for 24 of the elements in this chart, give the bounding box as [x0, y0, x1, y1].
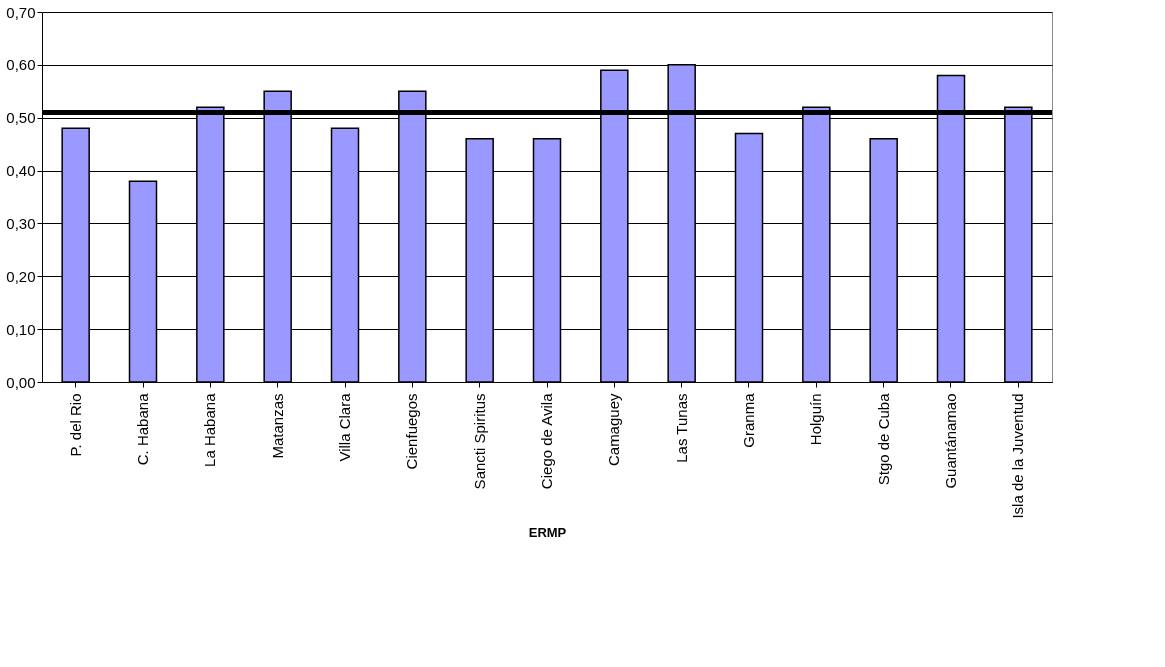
x-tick-label: Camaguey [605, 393, 623, 467]
x-tick-label: Isla de la Juventud [1009, 393, 1027, 519]
y-tick-label: 0,70 [6, 3, 36, 21]
x-tick-label: Granma [740, 392, 757, 448]
x-tick-label: P. del Rio [66, 393, 84, 457]
y-tick-label: 0,50 [6, 109, 36, 127]
x-tick-label: Sancti Spiritus [470, 393, 488, 490]
y-tick-label: 0,20 [6, 267, 36, 285]
x-tick-label: Matanzas [268, 393, 286, 459]
y-tick-label: 0,40 [6, 162, 36, 180]
x-tick-label: Ciego de Avila [538, 392, 555, 490]
x-tick-label: C. Habana [134, 392, 151, 466]
x-tick-label: Cienfuegos [403, 393, 421, 470]
x-tick-label: La Habana [201, 392, 219, 467]
y-tick-label: 0,00 [6, 373, 36, 391]
x-tick-label: Holguín [807, 393, 825, 446]
x-tick-label: Stgo de Cuba [874, 392, 892, 486]
x-tick-label: Guantánamao [942, 393, 959, 489]
y-tick-label: 0,30 [6, 214, 36, 232]
x-axis-title: ERMP [528, 524, 567, 540]
y-tick-label: 0,10 [6, 320, 36, 338]
x-tick-label: Villa Clara [336, 392, 353, 462]
y-tick-label: 0,60 [6, 56, 36, 74]
x-tick-label: Las Tunas [672, 393, 690, 463]
